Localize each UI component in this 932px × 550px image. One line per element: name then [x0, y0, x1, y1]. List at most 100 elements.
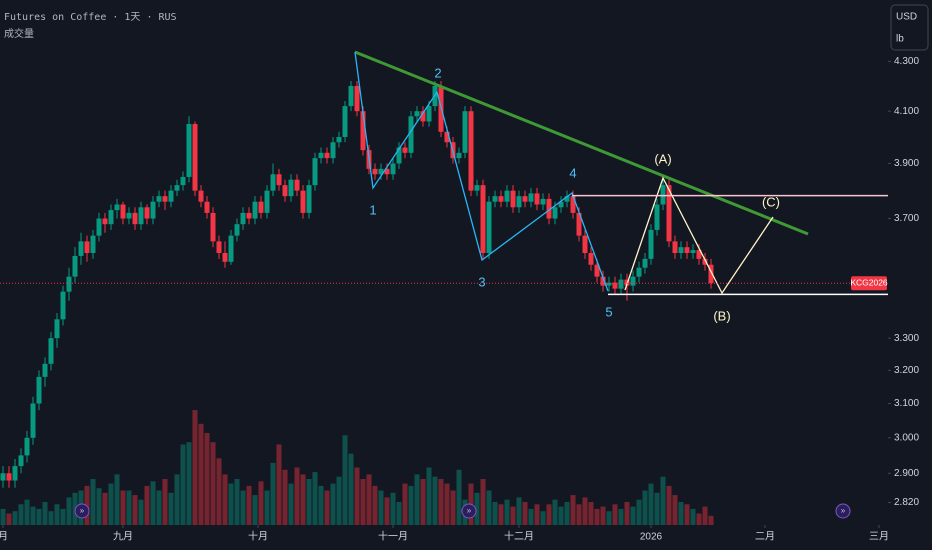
- candle-body: [696, 250, 702, 259]
- candle-body: [612, 282, 618, 289]
- candle-body: [84, 241, 90, 253]
- y-tick-label: 3.700: [894, 213, 919, 224]
- candle-body: [276, 174, 282, 186]
- candle-body: [558, 201, 564, 208]
- candle-body: [336, 137, 342, 143]
- scroll-buttons: » » »: [74, 503, 851, 519]
- volume-bar: [330, 483, 336, 525]
- volume-bar: [240, 490, 246, 525]
- volume-bar: [672, 495, 678, 525]
- volume-bar: [234, 479, 240, 525]
- candle-body: [684, 247, 690, 253]
- candle-body: [144, 207, 150, 219]
- wave-label: 5: [605, 304, 612, 319]
- volume-bar: [168, 492, 174, 525]
- candle-body: [108, 210, 114, 225]
- volume-bar: [60, 508, 66, 525]
- volume-bar: [450, 490, 456, 525]
- candle-body: [150, 201, 156, 219]
- volume-bar: [582, 497, 588, 525]
- title: Futures on Coffee · 1天 · RUS: [4, 12, 177, 23]
- volume-bar: [540, 511, 546, 525]
- candle-body: [300, 190, 306, 213]
- candle-body: [588, 252, 594, 265]
- candle-body: [654, 204, 660, 230]
- unit-box[interactable]: [890, 4, 929, 51]
- volume-bar: [366, 474, 372, 525]
- candle-body: [264, 190, 270, 213]
- wave-label: (A): [654, 151, 671, 166]
- candle-body: [690, 250, 696, 253]
- volume-bar: [102, 492, 108, 525]
- candle-body: [462, 111, 468, 153]
- candle-body: [618, 279, 624, 289]
- x-axis: 月 九月 十月 十一月 十二月 2026 二月 三月: [0, 525, 889, 543]
- candle-body: [534, 193, 540, 205]
- volume-bar: [504, 499, 510, 525]
- volume-bar: [444, 483, 450, 525]
- candle-body: [468, 111, 474, 191]
- volume-bar: [378, 490, 384, 525]
- volume-bar: [222, 474, 228, 525]
- x-tick-label: 二月: [755, 531, 775, 543]
- candle-body: [414, 111, 420, 117]
- candle-body: [606, 282, 612, 286]
- volume-bar: [696, 513, 702, 525]
- candle-body: [294, 179, 300, 191]
- volume-bar: [546, 504, 552, 525]
- volume-bar: [24, 499, 30, 525]
- volume-bar: [108, 483, 114, 525]
- jump-button[interactable]: [461, 503, 477, 519]
- wave-label: 1: [369, 202, 376, 217]
- volume-bar: [336, 476, 342, 525]
- x-tick-label: 十二月: [504, 530, 534, 543]
- volume-bar: [156, 490, 162, 525]
- volume-bar: [324, 490, 330, 525]
- candle-body: [132, 212, 138, 225]
- candle-body: [96, 218, 102, 236]
- candle-body: [30, 403, 36, 438]
- symbol-tag: [851, 276, 887, 291]
- candle-body: [708, 264, 714, 284]
- candle-body: [498, 196, 504, 202]
- volume-bar: [420, 479, 426, 525]
- volume-bar: [18, 504, 24, 525]
- jump-icon: »: [80, 506, 85, 515]
- volume-bar: [48, 511, 54, 525]
- unit: lb: [896, 34, 904, 45]
- volume-bar: [144, 485, 150, 525]
- volume-bar: [498, 504, 504, 525]
- volume-bar: [342, 435, 348, 525]
- volume-bar: [360, 479, 366, 525]
- candle-body: [252, 201, 258, 219]
- volume-bar: [654, 492, 660, 525]
- volume-bar: [90, 479, 96, 525]
- jump-button[interactable]: [835, 503, 851, 519]
- candle-body: [420, 111, 426, 122]
- volume-bar: [438, 479, 444, 525]
- jump-button[interactable]: [74, 503, 90, 519]
- volume-bar: [12, 511, 18, 525]
- candle-body: [342, 106, 348, 138]
- volume-bar: [372, 485, 378, 525]
- volume-bar: [354, 467, 360, 525]
- candle-body: [126, 212, 132, 219]
- candle-body: [60, 291, 66, 320]
- volume-pane: [0, 410, 714, 525]
- candle-body: [24, 437, 30, 456]
- candle-body: [408, 116, 414, 153]
- volume-bar: [402, 483, 408, 525]
- wave-label: (B): [713, 308, 730, 323]
- volume-bar: [246, 485, 252, 525]
- candle-body: [594, 264, 600, 277]
- volume-bar: [576, 504, 582, 525]
- candle-body: [192, 124, 198, 191]
- volume-bar: [480, 479, 486, 525]
- candle-body: [288, 179, 294, 197]
- y-tick-label: 3.300: [894, 333, 919, 344]
- volume-bar: [228, 483, 234, 525]
- candle-body: [528, 193, 534, 202]
- volume-bar: [636, 499, 642, 525]
- candle-body: [306, 185, 312, 213]
